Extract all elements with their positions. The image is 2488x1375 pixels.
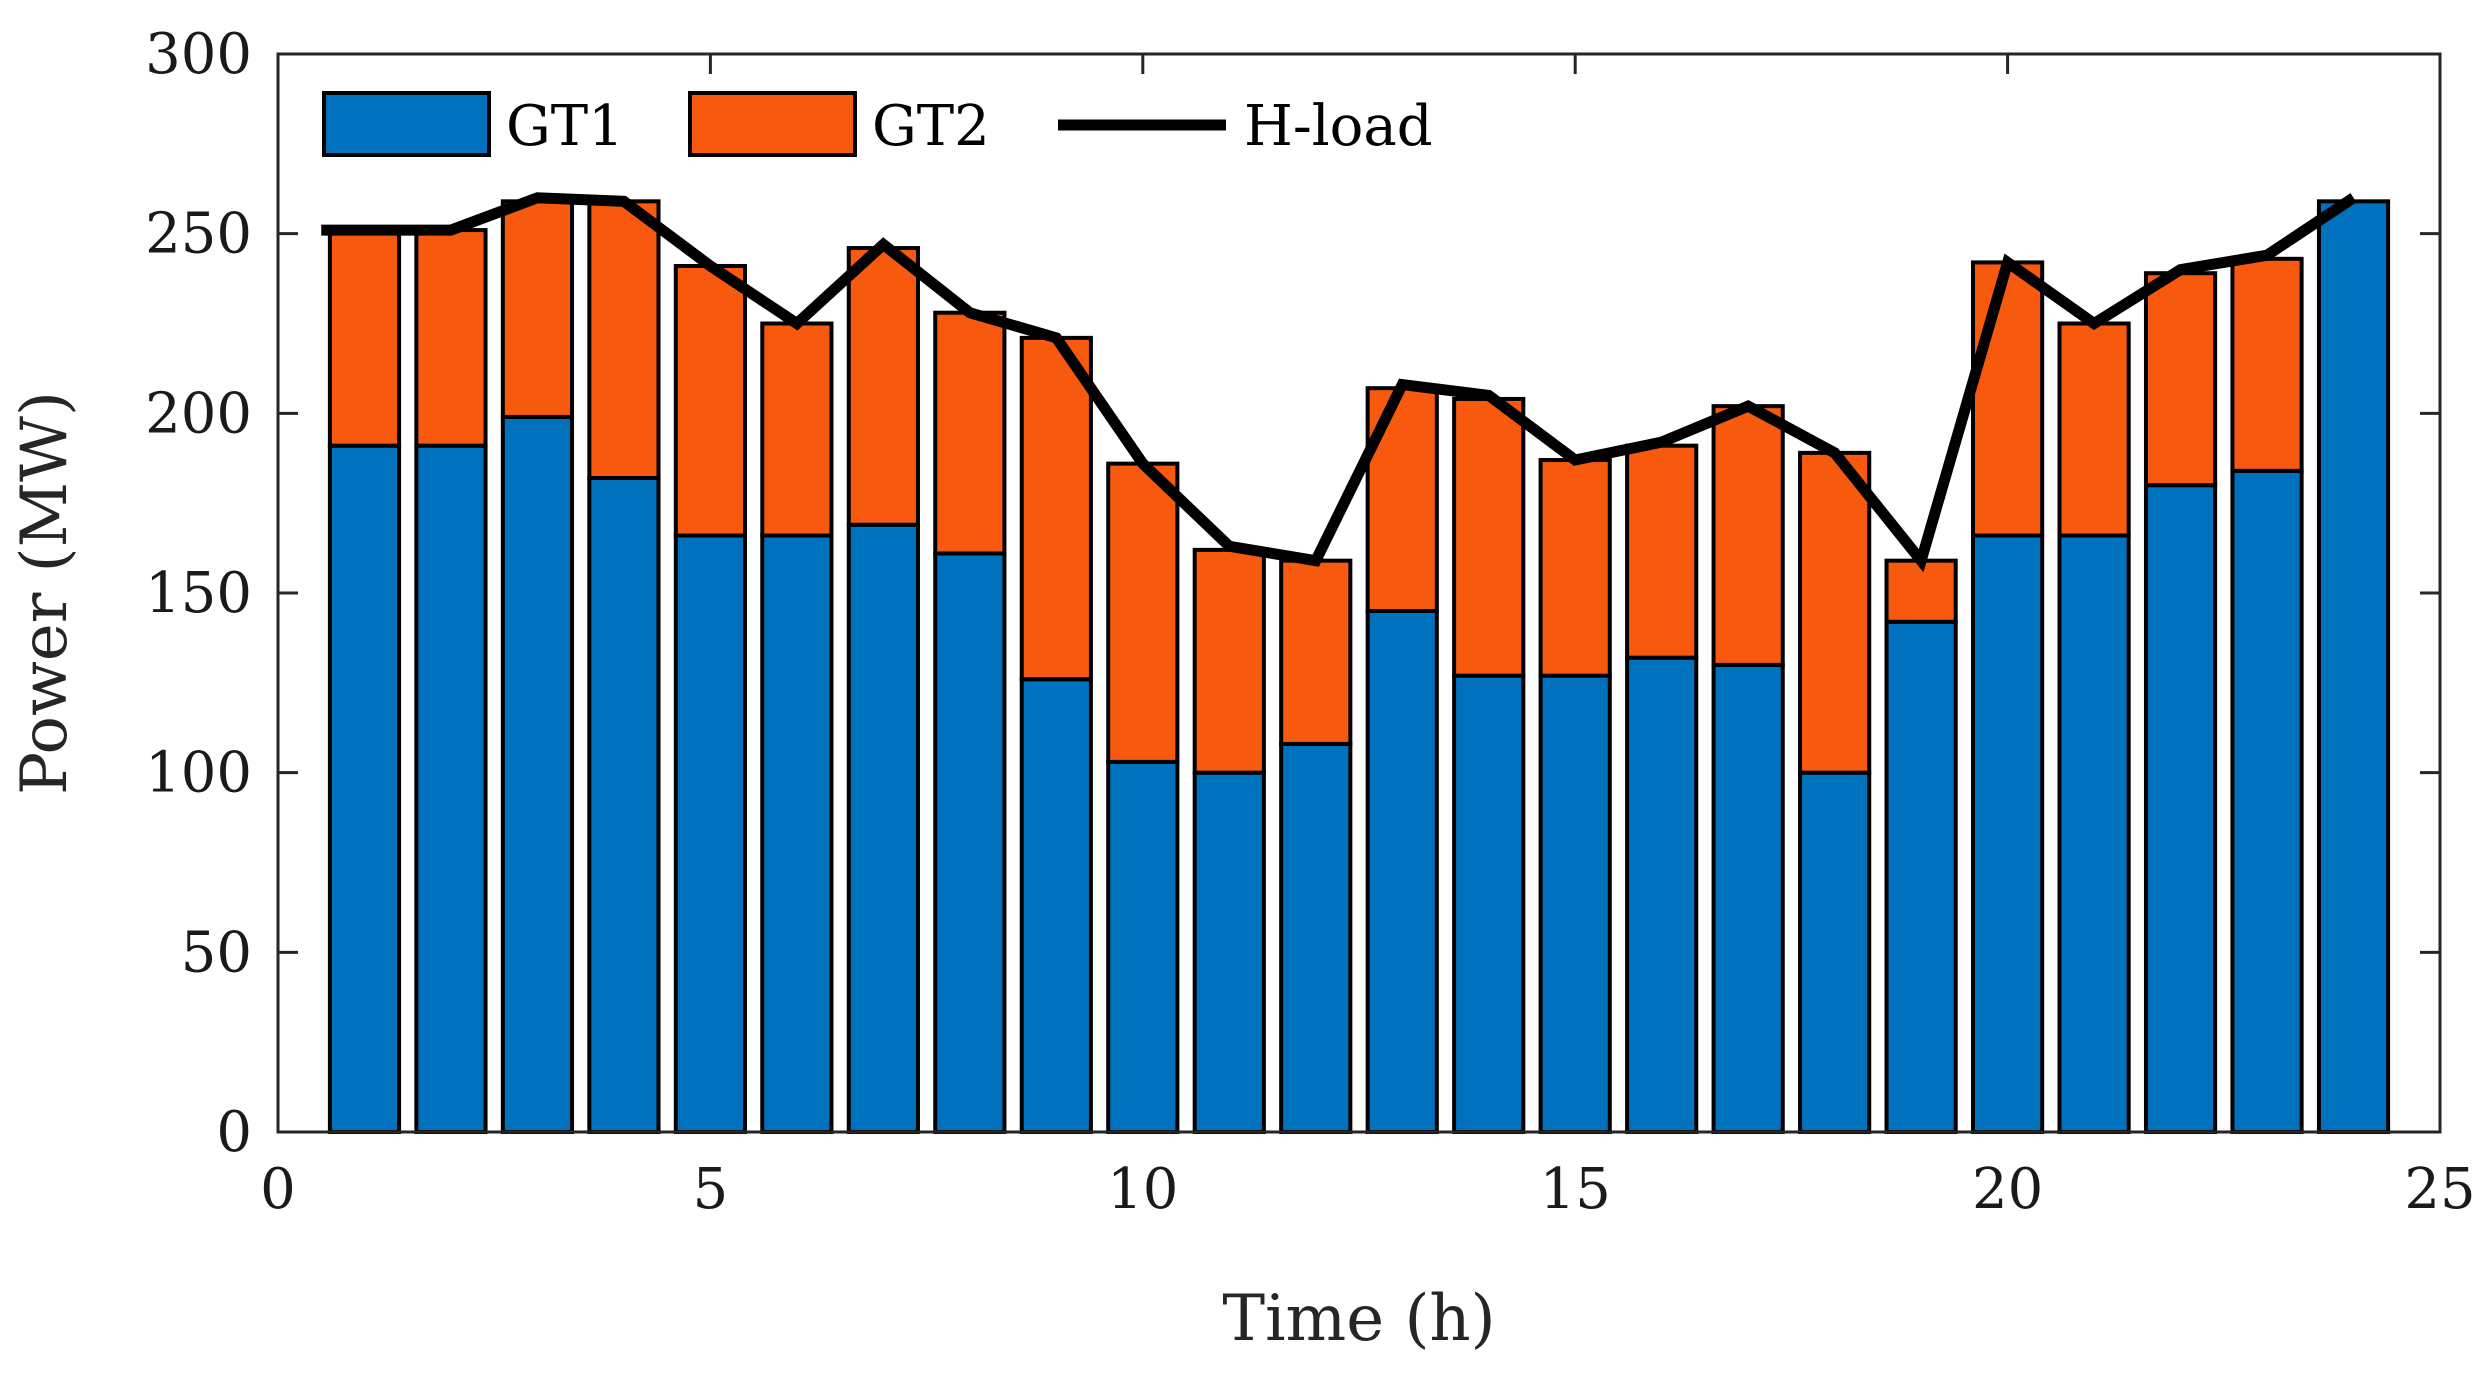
bar-gt1 [1884, 619, 1958, 1134]
bar-gt2 [327, 228, 402, 448]
bar-gt2 [414, 228, 488, 448]
plot-frame [276, 52, 2442, 1134]
bar-gt2 [2057, 321, 2131, 538]
bar-gt1 [414, 443, 488, 1134]
bar-gt2 [1884, 558, 1958, 624]
y-tick-label: 150 [145, 561, 252, 626]
bar-gt1 [1625, 655, 1699, 1134]
bar-gt1 [500, 414, 575, 1134]
bar-gt1 [1711, 662, 1785, 1134]
legend-label-h-load: H-load [1244, 94, 1433, 159]
bar-gt2 [846, 246, 920, 527]
bar-gt1 [2057, 533, 2131, 1134]
bar-gt1 [673, 533, 747, 1134]
bar-gt2 [2143, 271, 2218, 488]
bar-gt2 [673, 264, 747, 538]
bar-gt1 [933, 551, 1007, 1134]
bar-gt2 [500, 199, 575, 419]
bar-gt1 [846, 522, 920, 1134]
bar-gt2 [933, 310, 1007, 556]
y-tick-label: 200 [145, 381, 252, 446]
bar-gt1 [1279, 741, 1353, 1134]
bar-gt1 [760, 533, 834, 1134]
bar-gt1 [327, 443, 402, 1134]
bar-gt1 [1106, 759, 1180, 1134]
bar-gt2 [1711, 404, 1785, 667]
bars-layer [327, 199, 2391, 1135]
bar-gt1 [587, 476, 661, 1135]
legend: GT1 GT2 H-load [322, 91, 1433, 159]
bar-gt2 [1452, 396, 1526, 678]
bar-gt2 [2230, 256, 2304, 473]
bar-gt1 [1365, 608, 1439, 1134]
bar-gt1 [1798, 770, 1872, 1135]
x-tick-label: 15 [1540, 1157, 1611, 1222]
y-tick-label: 300 [145, 22, 252, 87]
legend-label-gt1: GT1 [506, 94, 624, 159]
legend-swatch-gt1 [322, 91, 491, 157]
bar-gt1 [1538, 673, 1612, 1134]
bar-gt1 [2316, 199, 2391, 1134]
y-tick-label: 250 [145, 202, 252, 267]
bar-gt1 [2230, 468, 2304, 1134]
y-tick-label: 100 [145, 741, 252, 806]
legend-swatch-gt2 [688, 91, 857, 157]
y-tick-label: 50 [181, 920, 252, 985]
bar-gt1 [2143, 483, 2218, 1134]
bar-gt1 [1971, 533, 2045, 1134]
h-load-line [321, 192, 2357, 573]
x-tick-label: 25 [2404, 1157, 2475, 1222]
bar-gt2 [1192, 547, 1266, 775]
bar-gt2 [1538, 458, 1612, 678]
y-axis-title: Power (MW) [8, 391, 82, 795]
y-tick-label: 0 [216, 1100, 252, 1165]
bar-gt2 [760, 321, 834, 538]
bar-gt2 [587, 199, 661, 481]
x-tick-label: 10 [1107, 1157, 1178, 1222]
bar-gt2 [1019, 335, 1093, 682]
x-tick-label: 5 [693, 1157, 729, 1222]
x-tick-label: 0 [260, 1157, 296, 1222]
bar-gt2 [1279, 558, 1353, 746]
x-axis-title: Time (h) [1222, 1282, 1495, 1356]
bar-gt1 [1019, 677, 1093, 1134]
bar-gt2 [1798, 450, 1872, 775]
legend-label-gt2: GT2 [872, 94, 990, 159]
bar-gt2 [1106, 461, 1180, 764]
x-tick-label: 20 [1972, 1157, 2043, 1222]
bar-gt1 [1452, 673, 1526, 1134]
bar-gt1 [1192, 770, 1266, 1135]
bar-gt2 [1625, 443, 1699, 660]
bar-gt2 [1971, 260, 2045, 538]
